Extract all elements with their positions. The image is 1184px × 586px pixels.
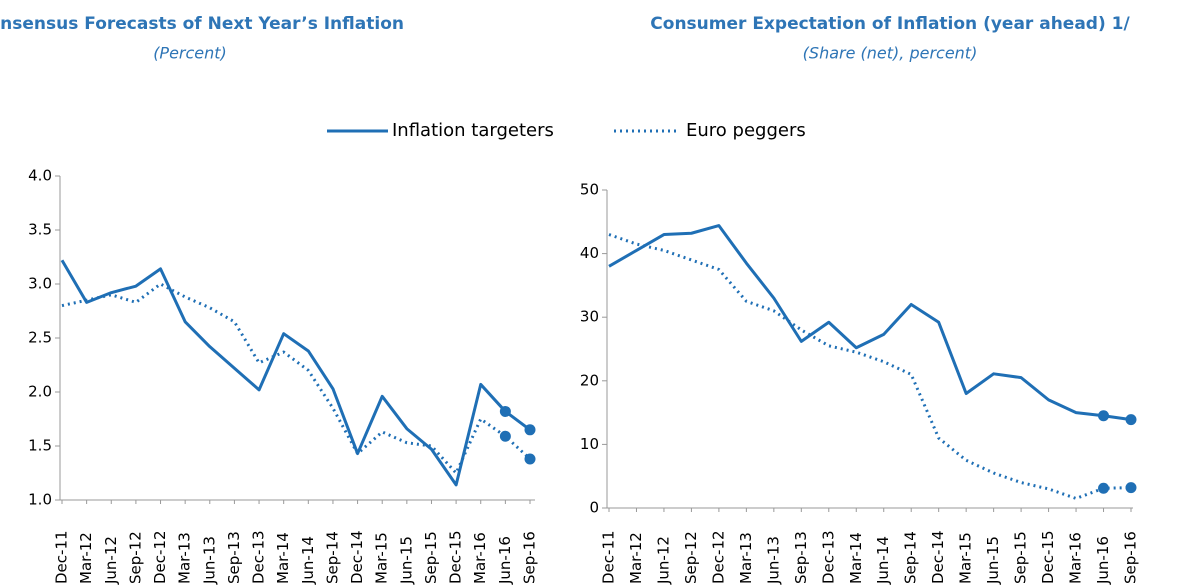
point-marker [499,405,511,417]
x-tick-label: Dec-11 [53,530,71,584]
x-tick-label: Dec-12 [151,530,169,584]
x-tick-label: Sep-14 [902,531,920,584]
y-tick-label: 1.0 [28,491,52,509]
x-tick-label: Dec-12 [709,530,727,584]
point-marker [524,453,536,465]
y-tick-label: 1.5 [28,437,52,455]
x-tick-label: Dec-14 [348,530,366,584]
point-marker [1125,482,1137,494]
chart-subtitle: (Percent) [153,44,227,63]
x-tick-label: Sep-12 [126,531,144,584]
x-tick-label: Mar-15 [373,532,391,584]
x-tick-label: Sep-13 [225,531,243,584]
series-line [60,259,531,487]
x-tick-label: Mar-14 [274,532,292,584]
x-tick-label: Jun-14 [299,536,317,585]
x-tick-label: Mar-15 [957,532,975,584]
x-tick-label: Sep-16 [521,531,539,584]
x-tick-label: Dec-11 [600,530,618,584]
legend-label: Euro peggers [686,120,806,141]
x-tick-label: Dec-15 [1039,530,1057,584]
x-tick-label: Jun-16 [1094,536,1112,585]
series-line [61,282,532,475]
point-marker [524,424,536,436]
point-marker [1098,482,1110,494]
x-tick-label: Jun-14 [874,536,892,585]
y-tick-label: 2.5 [28,329,52,347]
y-tick-label: 20 [580,371,599,389]
x-tick-label: Mar-14 [847,532,865,584]
series-line [608,233,1132,500]
x-tick-label: Mar-12 [627,532,645,584]
chart-title: Consensus Forecasts of Next Year’s Infla… [0,14,404,34]
x-tick-label: Mar-13 [737,532,755,584]
y-tick-label: 10 [580,435,599,453]
x-tick-label: Jun-13 [200,536,218,585]
x-tick-label: Jun-15 [984,536,1002,585]
y-tick-label: 2.0 [28,383,52,401]
x-tick-label: Mar-13 [176,532,194,584]
x-tick-label: Sep-16 [1122,531,1140,584]
x-tick-label: Jun-13 [764,536,782,585]
y-tick-label: 3.5 [28,221,52,239]
legend-label: Inflation targeters [392,120,554,141]
chart-subtitle: (Share (net), percent) [803,44,978,63]
x-tick-label: Sep-12 [682,531,700,584]
x-tick-label: Sep-15 [422,531,440,584]
x-tick-label: Dec-14 [929,530,947,584]
y-tick-label: 0 [589,499,599,517]
point-marker [499,430,511,442]
x-tick-label: Jun-12 [102,536,120,585]
legend: Inflation targeters Euro peggers [327,120,806,141]
x-tick-label: Jun-12 [654,536,672,585]
x-tick-label: Jun-15 [397,536,415,585]
x-tick-label: Sep-13 [792,531,810,584]
y-tick-label: 4.0 [28,167,52,185]
x-tick-label: Mar-12 [77,532,95,584]
point-marker [1125,414,1137,426]
x-tick-label: Dec-15 [447,530,465,584]
chart-title: Consumer Expectation of Inflation (year … [650,14,1130,34]
y-tick-label: 40 [580,244,599,262]
x-tick-label: Sep-14 [323,531,341,584]
x-tick-label: Dec-13 [250,530,268,584]
series-line [608,224,1132,422]
point-marker [1098,410,1110,422]
x-tick-label: Sep-15 [1012,531,1030,584]
y-tick-label: 30 [580,308,599,326]
x-tick-label: Mar-16 [471,532,489,584]
x-tick-label: Dec-13 [819,530,837,584]
x-tick-label: Jun-16 [496,536,514,585]
y-tick-label: 3.0 [28,275,52,293]
y-tick-label: 50 [580,181,599,199]
x-tick-label: Mar-16 [1067,532,1085,584]
